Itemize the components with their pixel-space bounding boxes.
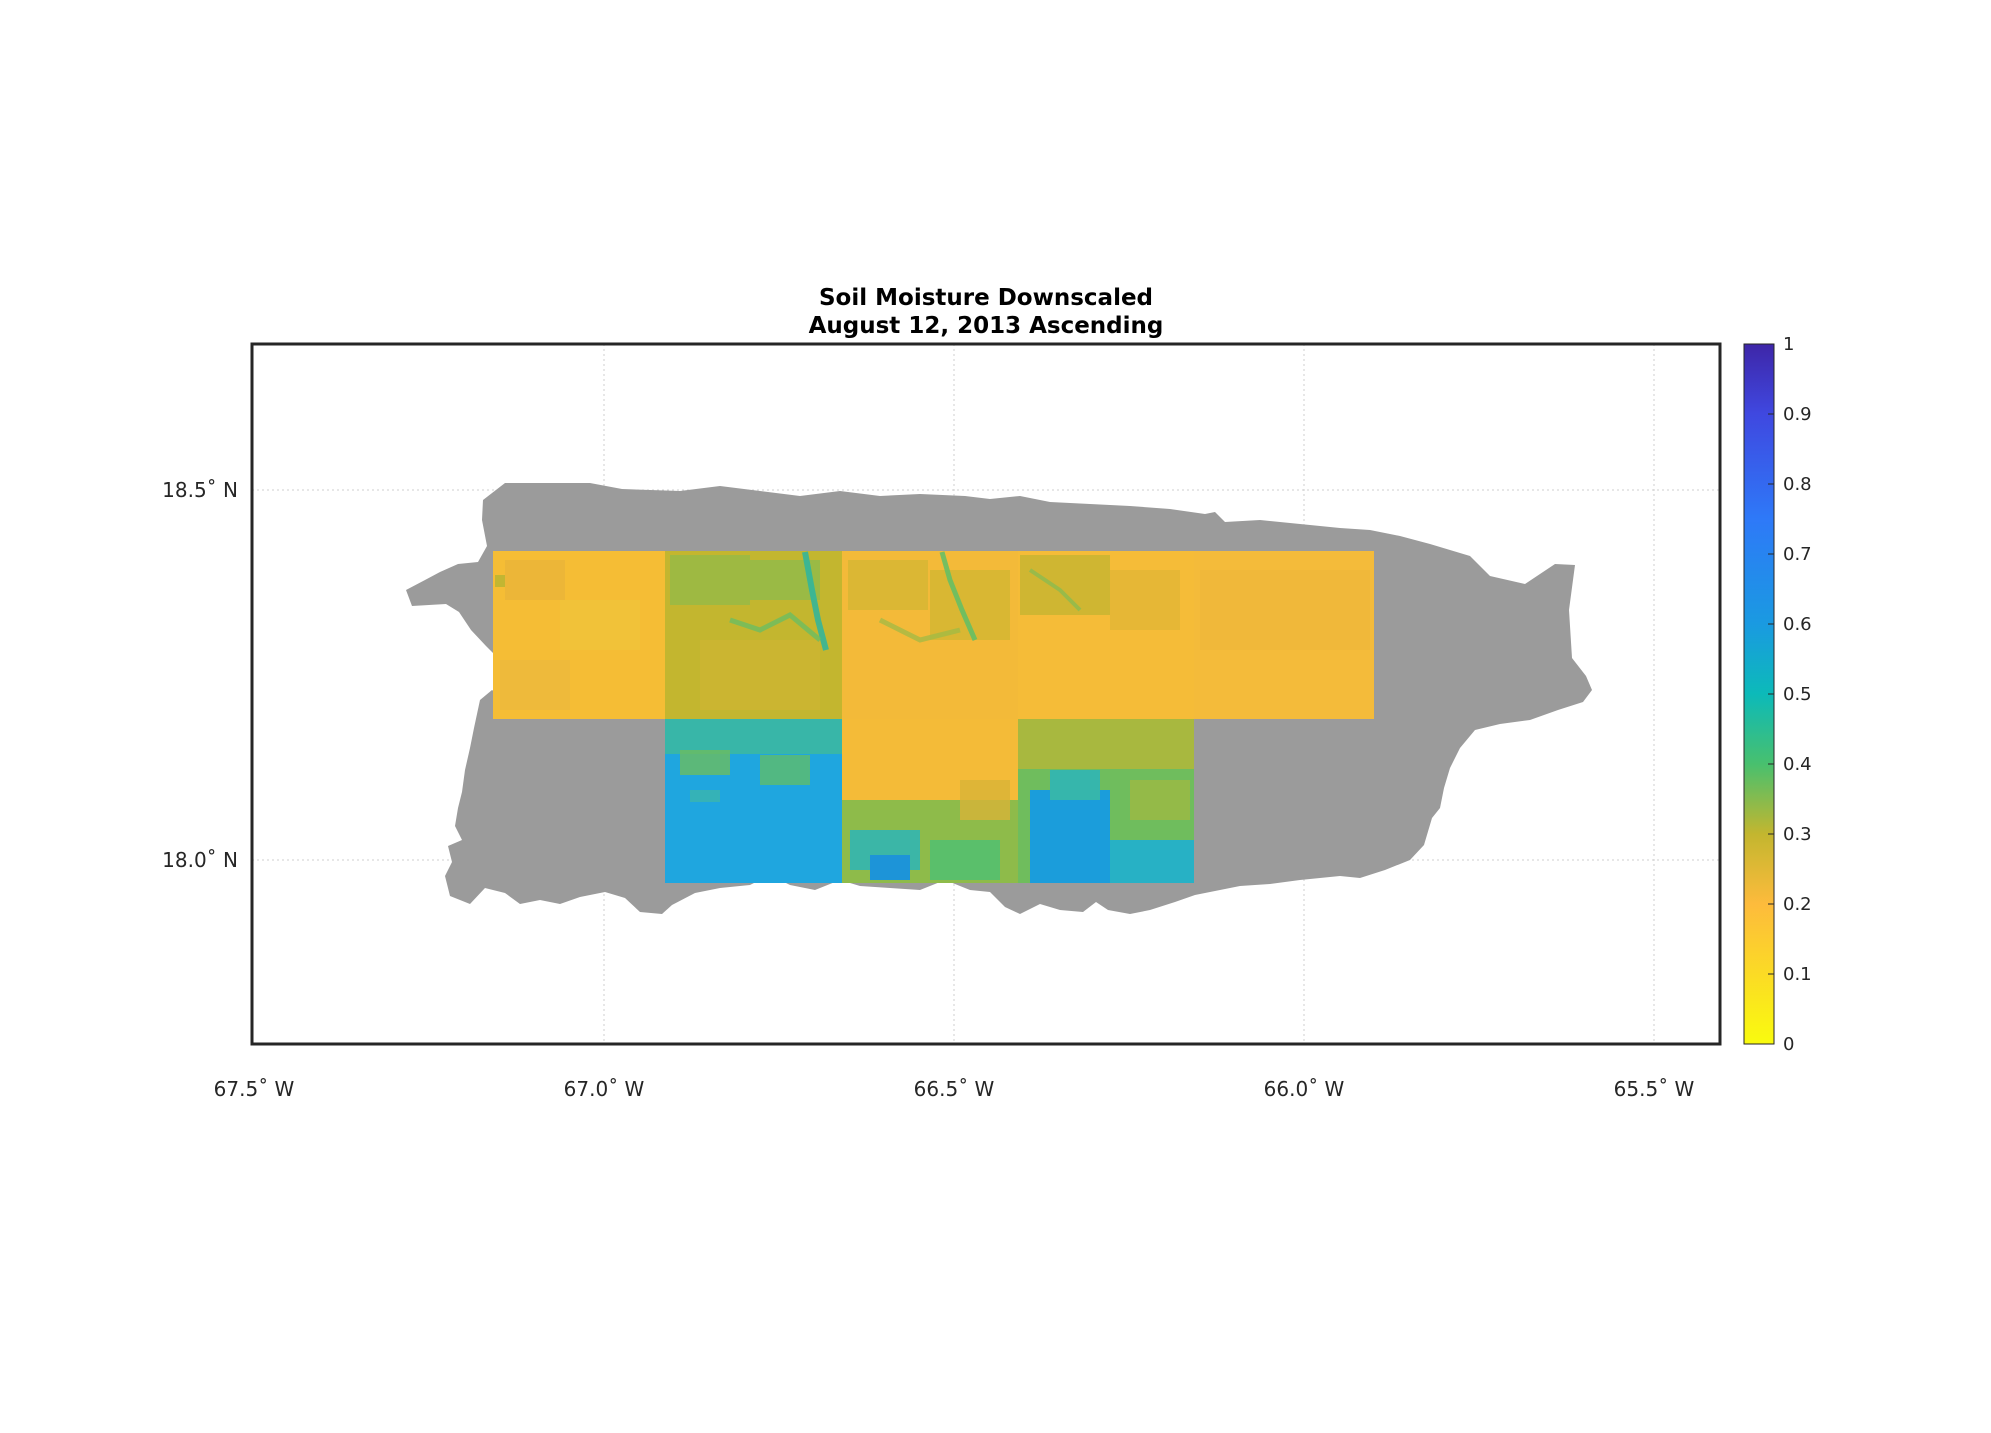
x-tick-label: 66.0˚ W (1264, 1077, 1345, 1101)
colorbar-tick-label: 0.3 (1783, 824, 1812, 845)
map-frame (250, 342, 1722, 1046)
soil-moisture-tiles (493, 551, 1374, 883)
y-tick-label: 18.0˚ N (162, 848, 238, 872)
tile-north-4 (1018, 551, 1194, 719)
colorbar-tick-label: 0.7 (1783, 544, 1812, 565)
x-tick-label: 67.0˚ W (564, 1077, 645, 1101)
colorbar-tick-label: 0.5 (1783, 684, 1812, 705)
tile-north-1 (493, 551, 665, 719)
colorbar: 0 0.1 0.2 0.3 0.4 0.5 0.6 0.7 0.8 0.9 1 (1743, 334, 1812, 1055)
x-tick-label: 67.5˚ W (214, 1077, 295, 1101)
colorbar-tick-label: 0.8 (1783, 474, 1812, 495)
tile-north-2 (665, 551, 842, 719)
colorbar-tick-labels: 0 0.1 0.2 0.3 0.4 0.5 0.6 0.7 0.8 0.9 1 (1768, 334, 1812, 1055)
tile-south-2 (842, 719, 1018, 883)
tile-south-1 (665, 719, 842, 883)
x-tick-label: 65.5˚ W (1614, 1077, 1695, 1101)
y-axis-tick-labels: 18.5˚ N 18.0˚ N (162, 478, 238, 872)
tile-north-3 (842, 551, 1018, 719)
colorbar-tick-label: 0 (1783, 1034, 1794, 1055)
chart-title: Soil Moisture Downscaled (819, 285, 1153, 311)
x-axis-tick-labels: 67.5˚ W 67.0˚ W 66.5˚ W 66.0˚ W 65.5˚ W (214, 1077, 1695, 1101)
colorbar-tick-label: 0.9 (1783, 404, 1812, 425)
x-tick-label: 66.5˚ W (914, 1077, 995, 1101)
map-plot-area (252, 344, 1720, 1044)
tile-north-5 (1194, 551, 1374, 719)
colorbar-tick-label: 0.1 (1783, 964, 1812, 985)
colorbar-tick-label: 0.2 (1783, 894, 1812, 915)
colorbar-tick-label: 1 (1783, 334, 1794, 355)
tile-south-3 (1018, 719, 1194, 883)
colorbar-tick-label: 0.6 (1783, 614, 1812, 635)
y-tick-label: 18.5˚ N (162, 478, 238, 502)
chart-subtitle: August 12, 2013 Ascending (809, 313, 1164, 339)
colorbar-tick-label: 0.4 (1783, 754, 1812, 775)
